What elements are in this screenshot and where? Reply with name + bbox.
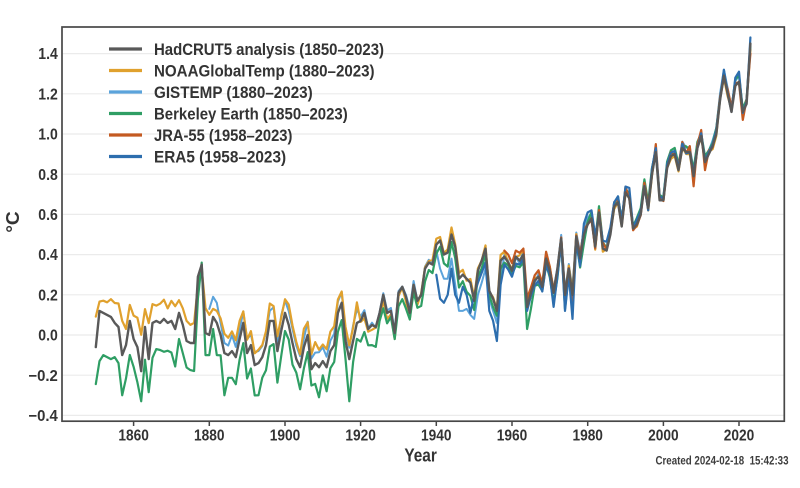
svg-text:0.2: 0.2 [38,287,58,304]
svg-text:GISTEMP (1880–2023): GISTEMP (1880–2023) [154,84,313,102]
svg-text:1980: 1980 [572,427,603,444]
svg-text:Year: Year [404,445,437,465]
svg-text:1860: 1860 [118,427,149,444]
svg-text:1940: 1940 [421,427,452,444]
svg-text:0.0: 0.0 [38,328,58,345]
svg-text:1.2: 1.2 [38,86,58,103]
svg-text:2020: 2020 [724,427,755,444]
svg-text:JRA-55 (1958–2023): JRA-55 (1958–2023) [154,127,292,145]
svg-text:1900: 1900 [270,427,301,444]
svg-text:−0.4: −0.4 [28,408,58,425]
svg-text:0.6: 0.6 [38,207,58,224]
svg-text:1920: 1920 [345,427,376,444]
svg-text:Berkeley Earth (1850–2023): Berkeley Earth (1850–2023) [154,105,348,123]
svg-text:2000: 2000 [648,427,679,444]
svg-text:NOAAGlobalTemp (1880–2023): NOAAGlobalTemp (1880–2023) [154,62,375,80]
svg-text:ERA5 (1958–2023): ERA5 (1958–2023) [154,148,286,166]
svg-text:HadCRUT5 analysis (1850–2023): HadCRUT5 analysis (1850–2023) [154,41,384,59]
svg-text:−0.2: −0.2 [28,368,57,385]
svg-text:1880: 1880 [194,427,225,444]
svg-text:Created 2024-02-18 15:42:33: Created 2024-02-18 15:42:33 [656,454,789,468]
svg-text:°C: °C [3,211,23,233]
svg-text:1960: 1960 [497,427,528,444]
svg-text:0.4: 0.4 [38,247,58,264]
svg-text:0.8: 0.8 [38,167,58,184]
svg-text:1.4: 1.4 [38,46,58,63]
svg-text:1.0: 1.0 [38,127,58,144]
